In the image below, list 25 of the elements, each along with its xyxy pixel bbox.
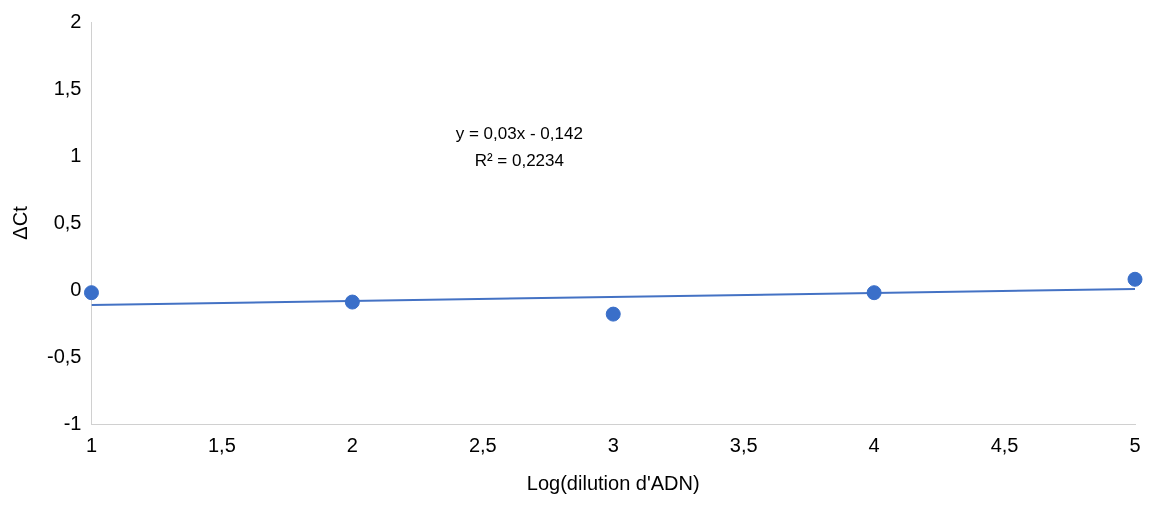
x-tick-label: 3 <box>607 433 619 456</box>
annotation: y = 0,03x - 0,142 <box>455 123 583 143</box>
point <box>866 285 882 301</box>
x-tick-label: 1 <box>85 433 98 456</box>
y-tick-label: 1 <box>70 143 82 166</box>
y-tick-label: -0,5 <box>46 344 82 367</box>
x-tick-label: 3,5 <box>729 433 758 456</box>
x-tick-label: 1,5 <box>208 433 236 456</box>
point <box>83 285 99 301</box>
x-tick-label: 4,5 <box>990 433 1019 456</box>
y-tick-label: 1,5 <box>53 76 82 99</box>
y-axis-title: ΔCt <box>8 205 31 240</box>
x-tick-label: 2 <box>346 433 358 456</box>
point <box>344 294 360 310</box>
y-tick-label: -1 <box>63 411 82 434</box>
annotation: R² = 0,2234 <box>474 150 564 170</box>
x-tick-label: 2,5 <box>468 433 497 456</box>
y-tick-label: 0,5 <box>53 210 82 233</box>
y-tick-label: 0 <box>70 277 82 300</box>
x-tick-label: 5 <box>1129 433 1141 456</box>
point <box>605 306 621 322</box>
point <box>1127 271 1143 287</box>
x-tick-label: 4 <box>868 433 880 456</box>
y-tick-label: 2 <box>70 9 82 32</box>
x-axis-title: Log(dilution d'ADN) <box>526 471 700 494</box>
